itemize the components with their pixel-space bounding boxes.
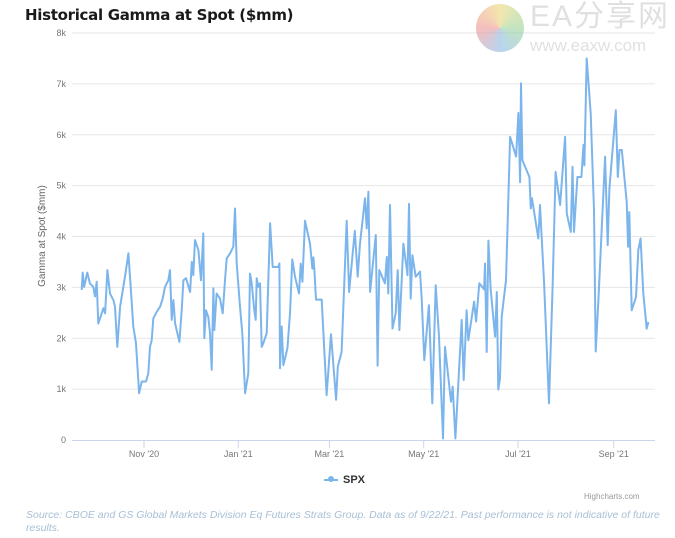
x-tick-label: Jul '21 (505, 449, 531, 459)
y-tick-label: 2k (56, 333, 66, 343)
y-tick-label: 8k (56, 28, 66, 38)
x-axis: Nov '20 Jan '21 Mar '21 May '21 Jul '21 Sep '… (72, 440, 655, 459)
y-tick-label: 3k (56, 282, 66, 292)
x-tick-label: Mar '21 (315, 449, 345, 459)
x-tick-label: Sep '21 (599, 449, 629, 459)
x-tick-label: May '21 (408, 449, 439, 459)
y-tick-label: 0 (61, 435, 66, 445)
source-note: Source: CBOE and GS Global Markets Divis… (26, 509, 660, 534)
x-tick-label: Nov '20 (129, 449, 159, 459)
gridlines (72, 32, 655, 390)
y-tick-label: 1k (56, 384, 66, 394)
series-spx (80, 57, 650, 440)
credits-link[interactable]: Highcharts.com (584, 492, 640, 501)
y-tick-label: 5k (56, 181, 66, 191)
y-tick-label: 6k (56, 130, 66, 140)
y-tick-label: 4k (56, 232, 66, 242)
series-line-spx[interactable] (80, 57, 650, 440)
x-tick-label: Jan '21 (224, 449, 253, 459)
legend-item-spx[interactable]: SPX (324, 474, 365, 486)
legend-label: SPX (343, 474, 366, 486)
y-axis-title: Gamma at Spot ($mm) (37, 185, 48, 287)
chart-title: Historical Gamma at Spot ($mm) (25, 6, 294, 24)
legend-line-marker-icon (324, 476, 338, 482)
y-axis-ticks: 0 1k 2k 3k 4k 5k 6k 7k 8k (56, 28, 66, 445)
y-tick-label: 7k (56, 79, 66, 89)
